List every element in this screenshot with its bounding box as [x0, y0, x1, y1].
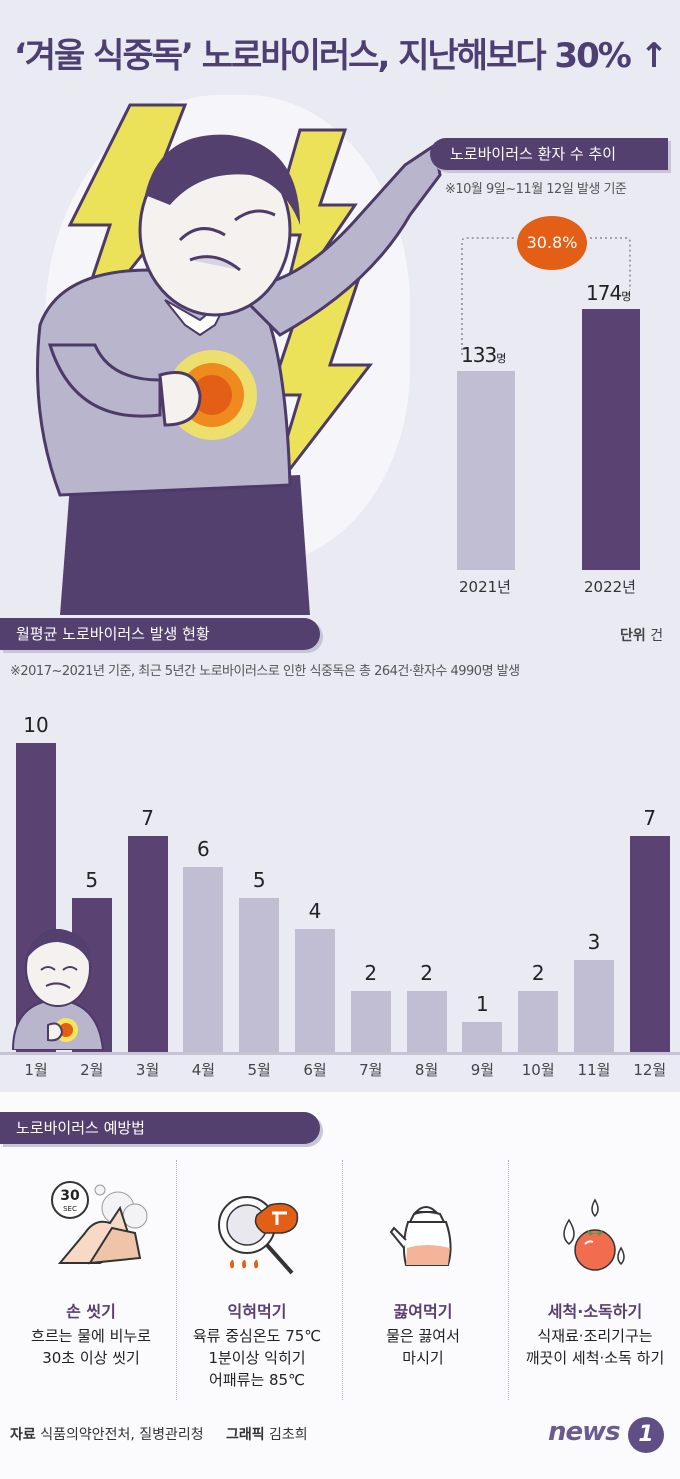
divider [508, 1160, 509, 1400]
prevention-section [0, 1092, 680, 1479]
tip-title: 끓여먹기 [393, 1302, 453, 1321]
trend-bar-2021년 [457, 370, 515, 570]
page-title: ‘겨울 식중독’ 노로바이러스, 지난해보다 30% ↑ [13, 36, 668, 76]
month-label: 8월 [414, 1061, 439, 1079]
month-label: 2월 [80, 1061, 104, 1079]
divider [342, 1160, 343, 1400]
prevention-header: 노로바이러스 예방법 [0, 1112, 320, 1144]
tip-description: 흐르는 물에 비누로 30초 이상 씻기 [31, 1327, 151, 1367]
month-value-label: 1 [476, 992, 489, 1016]
trend-year-label: 2021년 [459, 578, 511, 596]
svg-text:30: 30 [60, 1188, 80, 1204]
trend-value-label: 174명 [586, 281, 631, 305]
month-label: 5월 [247, 1061, 271, 1079]
month-label: 11월 [577, 1061, 611, 1079]
trend-header: 노로바이러스 환자 수 추이 [430, 138, 668, 170]
month-label: 6월 [303, 1061, 327, 1079]
trend-value-label: 133명 [461, 342, 506, 367]
month-label: 4월 [191, 1061, 216, 1079]
handwash-icon: 30 SEC [51, 1181, 148, 1265]
chart-baseline [0, 1052, 680, 1055]
month-bar-6 [295, 929, 335, 1053]
monthly-note: ※2017~2021년 기준, 최근 5년간 노로바이러스로 인한 식중독은 총… [10, 664, 520, 679]
footer-credits: 자료 식품의약안전처, 질병관리청 그래픽 김초희 [10, 1427, 308, 1443]
month-bar-8 [406, 991, 447, 1053]
month-bar-3 [127, 836, 168, 1053]
month-value-label: 2 [420, 961, 433, 985]
month-value-label: 2 [364, 961, 378, 985]
month-bar-10 [518, 991, 559, 1053]
month-value-label: 6 [197, 837, 210, 861]
month-value-label: 7 [643, 806, 657, 830]
tip-description: 육류 중심온도 75℃ 1분이상 익히기 어패류는 85℃ [192, 1327, 322, 1389]
month-bar-4 [183, 867, 224, 1053]
month-value-label: 3 [587, 930, 601, 954]
sick-man-illustration [36, 103, 442, 615]
month-label: 10월 [521, 1061, 555, 1079]
trend-note: ※10월 9일~11월 12일 발생 기준 [445, 182, 627, 197]
tip-title: 손 씻기 [66, 1302, 116, 1321]
month-label: 3월 [135, 1061, 160, 1079]
news1-logo-badge: 1 [628, 1417, 664, 1453]
monthly-unit: 단위 건 [620, 628, 664, 644]
month-value-label: 5 [85, 868, 99, 892]
trend-bar-2022년 [582, 309, 640, 570]
washed-fruit-icon [563, 1198, 625, 1271]
month-bar-11 [574, 960, 614, 1053]
tip-description: 물은 끓여서 마시기 [386, 1327, 460, 1367]
kettle-icon [389, 1206, 452, 1266]
month-value-label: 5 [252, 868, 266, 892]
svg-text:SEC: SEC [63, 1205, 77, 1213]
tip-title: 세척·소독하기 [547, 1302, 643, 1321]
month-bar-7 [350, 991, 391, 1053]
news1-logo: news [548, 1417, 621, 1447]
month-value-label: 7 [141, 806, 154, 830]
month-bar-9 [462, 1022, 503, 1053]
cooking-pan-icon [218, 1196, 299, 1275]
month-value-label: 2 [531, 961, 545, 985]
trend-bracket [461, 237, 631, 355]
tip-title: 익혀먹기 [227, 1302, 287, 1321]
tip-description: 식재료·조리기구는 깨끗이 세척·소독 하기 [525, 1327, 665, 1367]
month-label: 1월 [24, 1061, 48, 1079]
month-label: 7월 [359, 1061, 383, 1079]
month-bar-12 [629, 836, 670, 1053]
month-bar-5 [239, 898, 280, 1053]
mascot-illustration [11, 929, 105, 1050]
month-value-label: 4 [308, 899, 322, 923]
month-label: 9월 [470, 1061, 495, 1079]
divider [176, 1160, 177, 1400]
trend-year-label: 2022년 [584, 578, 636, 596]
month-label: 12월 [633, 1061, 667, 1079]
increase-badge: 30.8% [517, 216, 587, 270]
monthly-header: 월평균 노로바이러스 발생 현황 [0, 618, 320, 650]
month-value-label: 10 [23, 713, 49, 737]
